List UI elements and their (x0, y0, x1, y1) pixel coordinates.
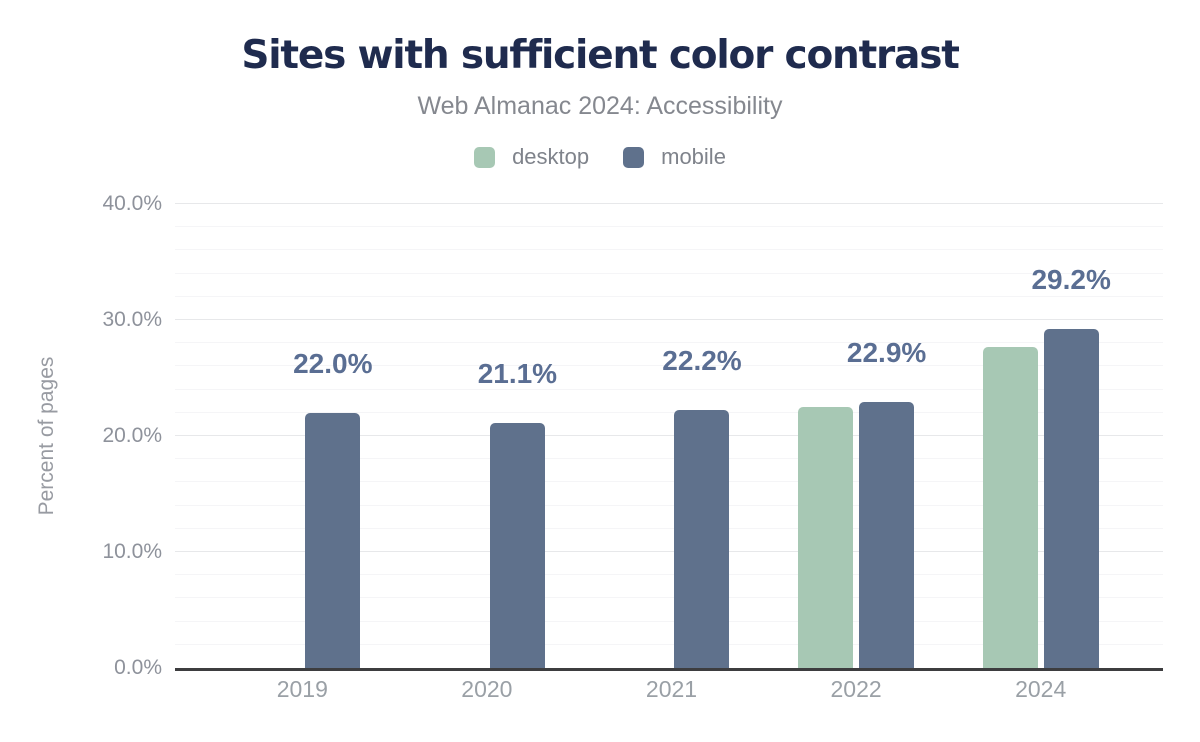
x-tick-label-2019: 2019 (276, 676, 328, 702)
gridline (175, 411, 1163, 413)
gridline (175, 203, 1163, 204)
plot-area: 22.0% 21.1% 22.2% 22.9% 29.2% (175, 203, 1163, 671)
x-tick-label-2021: 2021 (645, 676, 698, 702)
gridline (175, 435, 1163, 436)
data-label-2022: 22.9% (846, 337, 927, 369)
gridline (175, 481, 1163, 483)
y-tick-label: 10.0% (102, 540, 162, 563)
gridline (175, 643, 1163, 645)
x-tick-label-2022: 2022 (830, 676, 882, 702)
gridline (175, 597, 1163, 599)
y-tick-label: 30.0% (102, 308, 162, 331)
gridline (175, 527, 1163, 529)
desktop-bar-2022 (798, 407, 854, 668)
y-tick-label: 40.0% (102, 192, 162, 215)
gridline (175, 295, 1163, 297)
gridline (175, 458, 1163, 460)
gridline (175, 226, 1163, 228)
desktop-bar-2024 (982, 346, 1038, 668)
legend-item-desktop[interactable]: desktop (474, 144, 589, 170)
bar-groups (175, 204, 1163, 668)
gridline (175, 272, 1163, 274)
mobile-bar-2019 (305, 412, 361, 668)
bar-group-2024 (948, 204, 1133, 668)
desktop-swatch-icon (474, 146, 496, 168)
gridline (175, 319, 1163, 320)
bar-group-2021 (579, 204, 764, 668)
legend-label: mobile (661, 144, 726, 169)
mobile-bar-2022 (859, 402, 915, 668)
gridline (175, 620, 1163, 622)
legend-label: desktop (512, 144, 590, 169)
mobile-swatch-icon (623, 146, 645, 168)
y-tick-label: 0.0% (114, 656, 162, 679)
data-label-2020: 21.1% (477, 358, 558, 390)
bar-group-2019 (210, 204, 395, 668)
gridline (175, 365, 1163, 367)
chart-title: Sites with sufficient color contrast (241, 33, 960, 78)
gridline (175, 574, 1163, 576)
mobile-bar-2020 (489, 423, 545, 668)
y-axis-ticks: 0.0% 10.0% 20.0% 30.0% 40.0% (0, 192, 162, 679)
x-tick-label-2024: 2024 (1015, 676, 1067, 702)
gridline (175, 388, 1163, 390)
y-tick-label: 20.0% (102, 424, 162, 447)
data-label-2024: 29.2% (1031, 264, 1111, 296)
bar-group-2020 (395, 204, 580, 668)
data-label-2019: 22.0% (293, 347, 373, 379)
chart-subtitle: Web Almanac 2024: Accessibility (417, 92, 783, 120)
bar-group-2022 (764, 204, 949, 668)
gridline (175, 342, 1163, 344)
gridline (175, 249, 1163, 251)
x-tick-label-2020: 2020 (461, 676, 513, 702)
gridline (175, 504, 1163, 506)
legend: desktop mobile (0, 144, 1200, 170)
mobile-bar-2021 (674, 410, 730, 668)
gridline (175, 551, 1163, 552)
legend-item-mobile[interactable]: mobile (623, 144, 726, 170)
x-axis-ticks: 2019 2020 2021 2022 2024 (175, 676, 1163, 706)
data-label-2021: 22.2% (662, 345, 742, 377)
mobile-bar-2024 (1043, 329, 1099, 668)
